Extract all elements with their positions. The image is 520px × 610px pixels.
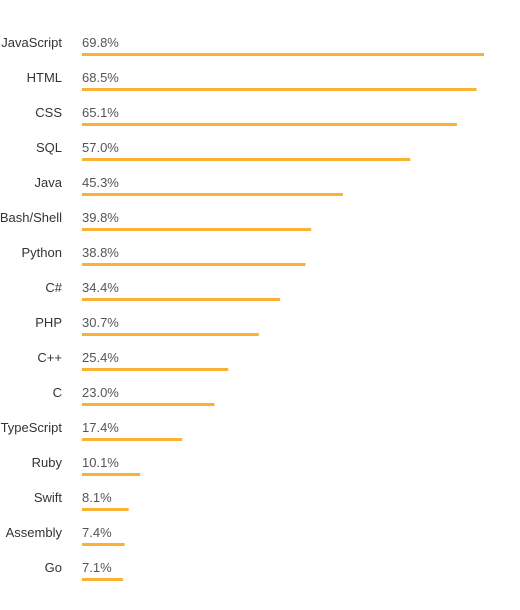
value-label: 23.0% [82, 385, 119, 400]
bar-row: CSS 65.1% [35, 105, 457, 126]
bar-row: Go 7.1% [45, 560, 123, 581]
value-label: 7.4% [82, 525, 112, 540]
category-label: Ruby [32, 455, 63, 470]
bar [82, 298, 281, 301]
value-label: 30.7% [82, 315, 119, 330]
bar [82, 543, 125, 546]
bar-row: PHP 30.7% [35, 315, 259, 336]
bar [82, 193, 343, 196]
bar-row: Ruby 10.1% [32, 455, 141, 476]
bar [82, 158, 411, 161]
value-label: 38.8% [82, 245, 119, 260]
bar-row: Swift 8.1% [34, 490, 129, 511]
bar [82, 123, 457, 126]
bar-row: Assembly 7.4% [6, 525, 125, 546]
category-label: Bash/Shell [0, 210, 62, 225]
value-label: 69.8% [82, 35, 119, 50]
bar [82, 333, 259, 336]
value-label: 7.1% [82, 560, 112, 575]
bar-row: TypeScript 17.4% [1, 420, 183, 441]
bar [82, 228, 312, 231]
category-label: C++ [37, 350, 62, 365]
bar [82, 88, 477, 91]
value-label: 65.1% [82, 105, 119, 120]
bar-row: JavaScript 69.8% [1, 35, 484, 56]
category-label: Assembly [6, 525, 63, 540]
bar [82, 53, 484, 56]
value-label: 68.5% [82, 70, 119, 85]
category-label: C [53, 385, 62, 400]
category-label: C# [45, 280, 62, 295]
bar [82, 368, 229, 371]
bar [82, 578, 123, 581]
value-label: 45.3% [82, 175, 119, 190]
value-label: 34.4% [82, 280, 119, 295]
value-label: 25.4% [82, 350, 119, 365]
bar-row: Java 45.3% [35, 175, 343, 196]
bar-row: C# 34.4% [45, 280, 281, 301]
bar [82, 403, 215, 406]
category-label: SQL [36, 140, 62, 155]
value-label: 39.8% [82, 210, 119, 225]
bar [82, 473, 141, 476]
category-label: TypeScript [1, 420, 63, 435]
category-label: HTML [27, 70, 62, 85]
bar-row: Bash/Shell 39.8% [0, 210, 312, 231]
bar-row: HTML 68.5% [27, 70, 477, 91]
bar-row: SQL 57.0% [36, 140, 411, 161]
category-label: CSS [35, 105, 62, 120]
bar-row: Python 38.8% [22, 245, 306, 266]
bar-row: C++ 25.4% [37, 350, 229, 371]
value-label: 57.0% [82, 140, 119, 155]
value-label: 8.1% [82, 490, 112, 505]
category-label: Python [22, 245, 62, 260]
category-label: Swift [34, 490, 63, 505]
value-label: 17.4% [82, 420, 119, 435]
category-label: JavaScript [1, 35, 62, 50]
bar [82, 508, 129, 511]
bar [82, 438, 183, 441]
category-label: PHP [35, 315, 62, 330]
value-label: 10.1% [82, 455, 119, 470]
bar [82, 263, 306, 266]
category-label: Java [35, 175, 63, 190]
bar-row: C 23.0% [53, 385, 215, 406]
category-label: Go [45, 560, 62, 575]
